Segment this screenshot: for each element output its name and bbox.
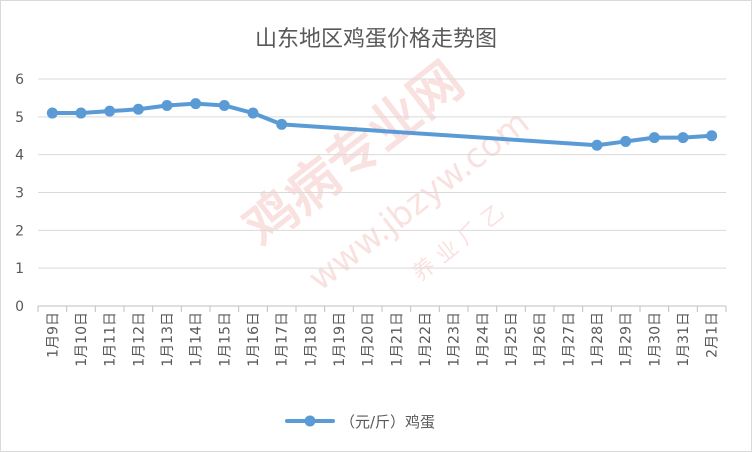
data-point	[648, 132, 660, 144]
x-tick-label: 1月22日	[418, 312, 434, 367]
x-tick-label: 1月11日	[103, 312, 119, 367]
x-tick-label: 1月13日	[160, 312, 176, 367]
x-tick-label: 1月23日	[447, 312, 463, 367]
x-tick-label: 1月19日	[332, 312, 348, 367]
x-tick-label: 1月17日	[275, 312, 291, 367]
x-tick-label: 1月27日	[561, 312, 577, 367]
data-point	[132, 103, 144, 115]
x-tick-label: 2月1日	[705, 312, 721, 358]
x-tick-label: 1月16日	[246, 312, 262, 367]
x-tick-label: 1月31日	[676, 312, 692, 367]
data-point	[706, 130, 718, 142]
y-axis: 0 1 2 3 4 5 6	[15, 72, 24, 315]
y-tick-label: 5	[15, 110, 24, 126]
x-axis	[37, 305, 727, 312]
x-tick-label: 1月28日	[590, 312, 606, 367]
legend-marker	[304, 415, 316, 427]
y-tick-label: 0	[15, 299, 24, 315]
data-point	[46, 107, 58, 119]
data-point	[677, 132, 689, 144]
data-point	[190, 98, 202, 110]
x-tick-label: 1月25日	[504, 312, 520, 367]
y-tick-label: 6	[15, 72, 24, 88]
data-point	[247, 107, 259, 119]
data-point	[75, 107, 87, 119]
x-tick-label: 1月9日	[45, 312, 61, 358]
y-tick-label: 2	[15, 223, 24, 239]
watermark: 鸡病专业网 www.jbzyw.com 养 业 ⺁ 乙	[233, 51, 537, 299]
legend-label: （元/斤）鸡蛋	[340, 413, 435, 431]
y-tick-label: 1	[15, 261, 24, 277]
x-tick-label: 1月15日	[217, 312, 233, 367]
x-tick-label: 1月18日	[303, 312, 319, 367]
legend: （元/斤）鸡蛋	[285, 413, 435, 431]
data-point	[620, 135, 632, 147]
data-point	[218, 99, 230, 111]
x-tick-label: 1月26日	[533, 312, 549, 367]
x-tick-label: 1月12日	[131, 312, 147, 367]
data-point	[104, 105, 116, 117]
x-tick-label: 1月24日	[475, 312, 491, 367]
x-tick-label: 1月20日	[361, 312, 377, 367]
y-tick-label: 4	[15, 148, 24, 164]
y-tick-label: 3	[15, 186, 24, 202]
data-point	[161, 99, 173, 111]
x-tick-label: 1月30日	[647, 312, 663, 367]
x-tick-label: 1月14日	[189, 312, 205, 367]
chart-title: 山东地区鸡蛋价格走势图	[255, 27, 497, 52]
data-point	[276, 118, 288, 130]
x-tick-label: 1月21日	[389, 312, 405, 367]
x-tick-label: 1月10日	[74, 312, 90, 367]
series-group	[46, 98, 718, 151]
data-point	[591, 139, 603, 151]
gridlines	[38, 78, 726, 269]
x-tick-label: 1月29日	[619, 312, 635, 367]
x-tick-labels: 1月9日 1月10日 1月11日 1月12日 1月13日 1月14日 1月15日 1月16日 1…	[45, 312, 720, 367]
